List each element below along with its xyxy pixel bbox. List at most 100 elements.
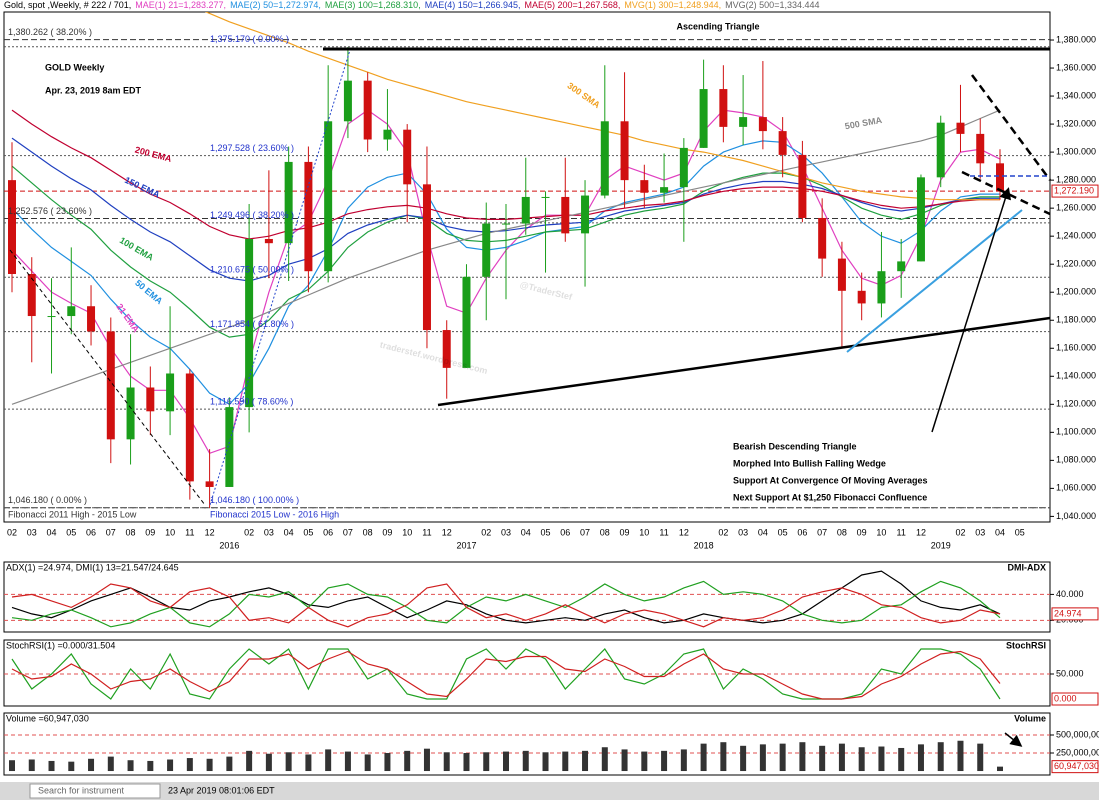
candle-body [27, 274, 36, 317]
candle-body [660, 187, 669, 193]
moving-average [204, 12, 1000, 201]
x-tick-label: 04 [47, 527, 57, 537]
x-tick-label: 11 [185, 527, 194, 537]
candle-body [343, 80, 352, 122]
volume-bar [127, 760, 134, 772]
volume-bar [364, 754, 371, 772]
candle-body [897, 261, 906, 272]
x-tick-label: 05 [303, 527, 313, 537]
candle-body [699, 89, 708, 148]
volume-bar [28, 759, 35, 772]
candle-body [205, 481, 214, 487]
candle-body [185, 373, 194, 482]
timestamp: 23 Apr 2019 08:01:06 EDT [168, 785, 275, 795]
candle-body [225, 407, 234, 487]
x-tick-label: 07 [817, 527, 827, 537]
volume-bar [957, 740, 964, 772]
annotation: Next Support At $1,250 Fibonacci Conflue… [733, 492, 927, 502]
volume-bar [107, 756, 114, 772]
candle-body [284, 161, 293, 244]
current-label: 0.000 [1054, 693, 1077, 703]
volume-bar [88, 758, 95, 772]
volume-bar [858, 747, 865, 772]
fib-label: 1,116.590 ( 78.60% ) [210, 396, 293, 406]
candle-body [442, 330, 451, 368]
chart-subtitle: Apr. 23, 2019 8am EDT [45, 85, 142, 95]
volume-bar [226, 756, 233, 772]
x-tick-label: 05 [541, 527, 551, 537]
x-tick-label: 12 [205, 527, 215, 537]
candle-body [976, 133, 985, 164]
plot [4, 570, 1050, 628]
annotation: Bearish Descending Triangle [733, 441, 857, 451]
candle-body [916, 177, 925, 262]
y-tick-label: 1,220.000 [1056, 259, 1096, 269]
candle-body [67, 306, 76, 317]
x-tick-label: 10 [876, 527, 886, 537]
volume-bar [147, 760, 154, 772]
search-placeholder: Search for instrument [38, 785, 125, 795]
candle-body [857, 290, 866, 304]
candle-body [403, 129, 412, 185]
y-tick-label: 1,260.000 [1056, 203, 1096, 213]
candle-body [936, 122, 945, 178]
candle-body [996, 163, 1004, 192]
x-tick-label: 05 [778, 527, 788, 537]
x-tick-label: 10 [639, 527, 649, 537]
volume-bar [898, 747, 905, 772]
volume-bar [48, 760, 55, 772]
volume-bar [661, 750, 668, 772]
trend-line [846, 209, 1023, 353]
panel-title: DMI-ADX [1008, 562, 1047, 572]
y-tick-label: 40.000 [1056, 589, 1084, 599]
candle-body [600, 121, 609, 196]
candle-body [739, 117, 748, 127]
x-tick-label: 02 [244, 527, 254, 537]
candle-body [679, 147, 688, 188]
candle-body [561, 196, 570, 234]
y-tick-label: 1,160.000 [1056, 343, 1096, 353]
volume-bar [305, 754, 312, 772]
y-tick-label: 1,060.000 [1056, 483, 1096, 493]
x-tick-label: 12 [442, 527, 452, 537]
candle-body [245, 238, 254, 408]
current-box [1051, 607, 1099, 621]
fib-title: Fibonacci 2011 High - 2015 Low [8, 509, 137, 519]
x-tick-label: 07 [580, 527, 590, 537]
volume-bar [582, 750, 589, 772]
fib-label: 1,171.854 ( 61.80% ) [210, 319, 294, 329]
candle-body [521, 196, 530, 224]
x-tick-label: 06 [797, 527, 807, 537]
current-label: 24.974 [1054, 608, 1082, 618]
fib-label: 1,249.496 ( 38.20% ) [210, 210, 294, 220]
fib-label: 1,380.262 ( 38.20% ) [8, 27, 92, 37]
x-tick-label: 03 [501, 527, 511, 537]
volume-bar [265, 753, 272, 772]
x-tick-label: 12 [916, 527, 926, 537]
indicator-line [11, 650, 1001, 700]
candle-body [956, 122, 965, 134]
candle-body [87, 306, 96, 332]
volume-bar [937, 742, 944, 772]
search-input[interactable] [29, 783, 161, 799]
x-tick-label: 08 [126, 527, 136, 537]
volume-bar [819, 745, 826, 772]
candle-body [640, 180, 649, 193]
volume-bar [285, 752, 292, 772]
candle-body [462, 276, 471, 368]
x-tick-label: 09 [145, 527, 155, 537]
y-tick-label: 500,000,000 [1056, 729, 1099, 739]
candle-body [482, 223, 491, 277]
trend-line [9, 249, 206, 506]
y-tick-label: 1,180.000 [1056, 315, 1096, 325]
volume-bar [463, 753, 470, 772]
y-tick-label: 1,280.000 [1056, 175, 1096, 185]
annotation: Morphed Into Bullish Falling Wedge [733, 458, 886, 468]
current-box [1051, 692, 1099, 706]
x-tick-label: 07 [343, 527, 353, 537]
volume-bar [641, 751, 648, 772]
x-tick-label: 09 [857, 527, 867, 537]
trend-line [209, 49, 351, 506]
trend-line [961, 170, 1051, 216]
x-tick-label: 04 [995, 527, 1005, 537]
